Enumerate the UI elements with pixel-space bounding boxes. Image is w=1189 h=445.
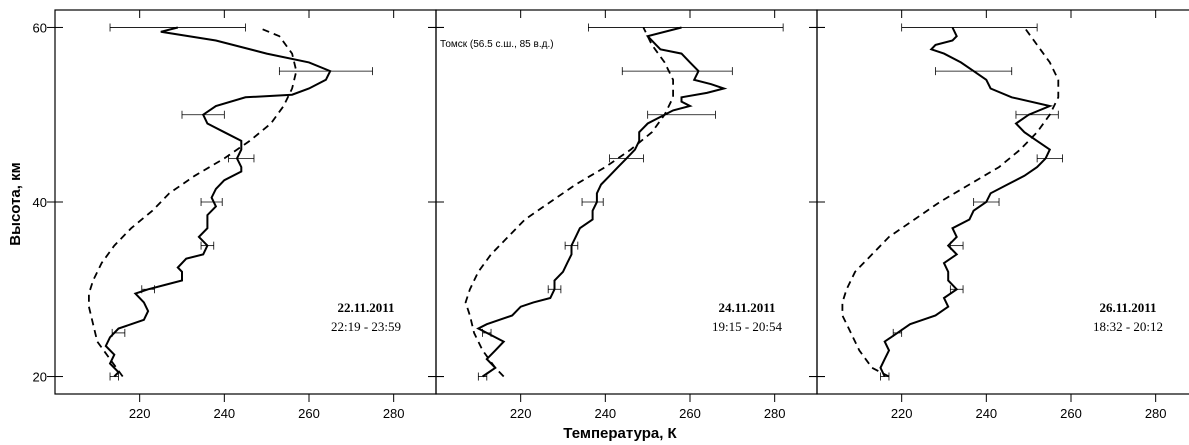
- panel-time-2: 19:15 - 20:54: [712, 319, 783, 334]
- error-bars: [109, 23, 1063, 381]
- panel-date-2: 24.11.2011: [718, 300, 775, 315]
- measured-curve-panel-3: [879, 27, 1054, 377]
- model-curve-panel-3: [841, 26, 1060, 378]
- x-tick-label-280: 280: [1145, 406, 1167, 421]
- x-axis-title: Температура, К: [563, 425, 677, 442]
- location-annotation: Томск (56.5 с.ш., 85 в.д.): [440, 39, 554, 50]
- x-tick-label-220: 220: [510, 406, 532, 421]
- panel-date-1: 22.11.2011: [337, 300, 394, 315]
- y-tick-label-60: 60: [33, 20, 47, 35]
- x-tick-label-260: 260: [679, 406, 701, 421]
- measured-curve-panel-2: [476, 26, 728, 378]
- x-tick-label-260: 260: [1060, 406, 1082, 421]
- y-tick-label-40: 40: [33, 195, 47, 210]
- panel-date-3: 26.11.2011: [1099, 300, 1156, 315]
- x-tick-label-240: 240: [213, 406, 235, 421]
- measured-curve-panel-1: [104, 26, 332, 378]
- y-axis-title: Высота, км: [7, 162, 24, 245]
- profile-curves: [88, 26, 1060, 378]
- x-tick-label-240: 240: [975, 406, 997, 421]
- x-tick-label-260: 260: [298, 406, 320, 421]
- x-tick-label-240: 240: [594, 406, 616, 421]
- panel-frame-3: [816, 9, 1189, 395]
- model-curve-panel-1: [88, 26, 298, 378]
- y-tick-label-20: 20: [33, 370, 47, 385]
- x-tick-label-280: 280: [383, 406, 405, 421]
- panel-time-3: 18:32 - 20:12: [1093, 319, 1163, 334]
- x-tick-label-280: 280: [764, 406, 786, 421]
- model-curve-panel-2: [464, 27, 674, 378]
- x-tick-label-220: 220: [891, 406, 913, 421]
- panel-time-1: 22:19 - 23:59: [331, 319, 401, 334]
- x-tick-label-220: 220: [129, 406, 151, 421]
- axis-ticks: 220 240 260 280 220 240 260 280 220 240 260 280: [47, 10, 1167, 421]
- chart-labels: 22.11.2011 22:19 - 23:59 24.11.2011 19:15 -…: [33, 20, 1164, 384]
